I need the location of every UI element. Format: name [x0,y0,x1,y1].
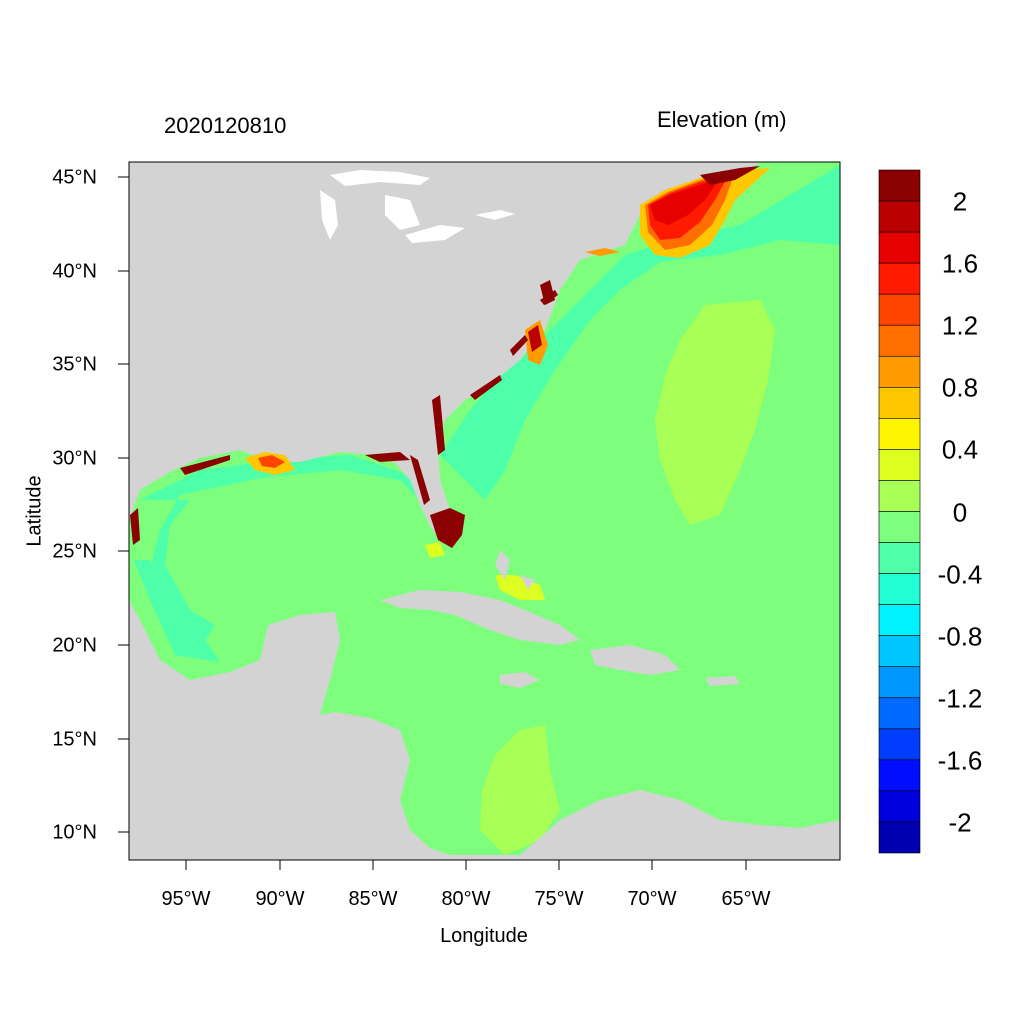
hispaniola [590,645,680,675]
lake-huron [385,195,420,230]
plot-frame [128,161,841,861]
colorbar-swatch [878,200,921,233]
puerto-rico [705,676,740,686]
shelf-negative [440,165,840,500]
y-tick-label: 30°N [52,447,97,470]
surge-south-florida [430,508,465,548]
colorbar-swatch [878,542,921,574]
colorbar-swatch [878,697,921,730]
x-tick-label: 65°W [721,888,771,910]
north-america [129,162,760,545]
lake-michigan [320,190,338,240]
colorbar-tick-label: -1.6 [937,745,983,776]
x-tick-label: 85°W [348,888,398,910]
y-axis-title: Latitude [23,475,46,547]
colorbar-swatch [878,293,921,326]
colorbar-swatch [878,635,921,668]
jamaica [500,672,540,688]
colorbar-tick-label: 0.4 [941,434,979,465]
y-tick-label: 40°N [52,260,97,283]
x-tick-label: 75°W [534,888,584,910]
y-tick-label: 45°N [52,166,97,189]
y-tick-label: 35°N [52,353,97,376]
colorbar [878,169,921,854]
colorbar-swatch [878,790,921,823]
x-axis-title: Longitude [440,925,528,947]
colorbar-swatch [878,573,921,605]
lake-superior [330,170,430,186]
gulf-negative [140,455,425,650]
x-tick-label: 95°W [161,888,211,910]
y-tick-label: 10°N [52,821,97,844]
central-south-america [129,600,840,860]
colorbar-swatch [878,480,921,512]
colorbar-swatch [878,666,921,699]
date-label: 2020120810 [164,113,287,138]
y-tick-marks [118,176,129,833]
ocean-high-south [480,725,560,855]
colorbar-tick-label: 1.6 [941,248,979,279]
x-tick-label: 70°W [627,888,677,910]
x-tick-label: 90°W [255,888,305,910]
variable-label: Elevation (m) [657,107,787,132]
colorbar-swatch [878,821,921,854]
ocean-high-north [655,300,775,525]
colorbar-swatch [878,728,921,761]
colorbar-tick-label: -2 [948,807,972,838]
y-tick-label: 25°N [52,540,97,563]
colorbar-tick-label: 2 [952,186,968,217]
map-layer [129,162,840,860]
colorbar-swatch [878,511,921,543]
colorbar-swatch [878,387,921,419]
colorbar-tick-label: 1.2 [941,310,979,341]
colorbar-swatch [878,169,921,202]
colorbar-swatch [878,324,921,357]
colorbar-swatch [878,231,921,264]
colorbar-swatch [878,449,921,481]
colorbar-tick-label: -0.8 [937,621,983,652]
colorbar-tick-label: 0.8 [941,372,979,403]
colorbar-swatch [878,262,921,295]
colorbar-tick-label: -0.4 [937,559,983,590]
y-tick-label: 15°N [52,728,97,751]
lake-erie [405,225,465,243]
colorbar-swatch [878,355,921,388]
cuba [380,590,580,645]
colorbar-tick-label: -1.2 [937,683,983,714]
x-tick-label: 80°W [441,888,491,910]
lake-ontario [475,210,515,220]
colorbar-swatch [878,759,921,792]
colorbar-swatch [878,604,921,636]
colorbar-swatch [878,418,921,450]
x-tick-marks [185,860,747,870]
colorbar-tick-label: 0 [952,497,968,527]
y-tick-label: 20°N [52,634,97,657]
